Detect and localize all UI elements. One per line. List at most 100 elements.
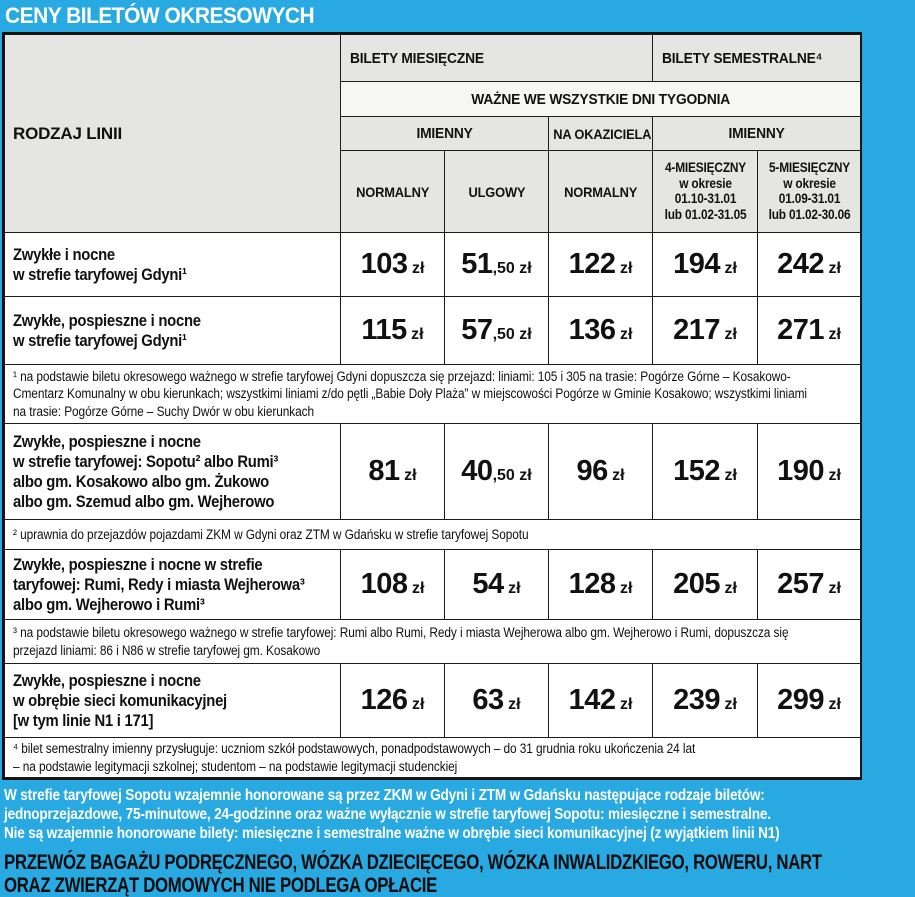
subheader-bearer: NA OKAZICIELA [547,116,654,151]
page-title: CENY BILETÓW OKRESOWYCH [0,0,915,32]
baggage-free-notice: PRZEWÓZ BAGAŻU PODRĘCZNEGO, WÓZKA DZIECI… [0,843,915,897]
price-cell: 136 zł [547,296,654,365]
price-cell: 257 zł [757,549,862,620]
price-value: 96 [576,455,608,487]
table-row: ¹ na podstawie biletu okresowego ważnego… [3,364,862,424]
row-label-network-wide: Zwykłe, pospieszne i nocne w obrębie sie… [4,663,341,738]
footnote-1: ¹ na podstawie biletu okresowego ważnego… [3,364,862,424]
table-row: Zwykłe, pospieszne i nocne w strefie tar… [4,296,862,365]
price-unit: ,50 zł [492,326,532,343]
price-unit: zł [824,580,841,597]
price-value: 54 [472,568,504,600]
price-cell: 152 zł [652,423,759,520]
reduced-label: ULGOWY [468,183,525,200]
footnote-3: ³ na podstawie biletu okresowego ważnego… [3,619,862,664]
row-label-rumia-reda-wejherowo: Zwykłe, pospieszne i nocne w strefie tar… [4,549,341,620]
price-unit: zł [720,580,737,597]
five-month-label: 5-MIESIĘCZNY w okresie 01.09-31.01 lub 0… [768,160,850,222]
price-value: 126 [360,684,408,716]
price-value: 122 [568,248,616,280]
fares-table: RODZAJ LINII BILETY MIESIĘCZNE BILETY SE… [2,32,862,780]
normal-label: NORMALNY [356,183,429,200]
price-unit: zł [407,260,425,277]
row-label-text: Zwykłe, pospieszne i nocne w strefie tar… [13,311,201,350]
price-cell: 122 zł [547,232,654,297]
price-unit: zł [824,467,841,484]
column-header-bearer-normal: NORMALNY [547,150,654,233]
price-cell: 126 zł [340,663,445,738]
column-header-4month: 4-MIESIĘCZNY w okresie 01.10-31.01 lub 0… [652,150,759,233]
price-cell: 242 zł [757,232,862,297]
sopot-honoring-notice: W strefie taryfowej Sopotu wzajemnie hon… [0,780,915,843]
price-unit: zł [399,467,417,484]
price-unit: zł [720,467,737,484]
price-unit: zł [503,696,521,713]
column-header-reduced: ULGOWY [444,150,549,233]
price-value: 63 [472,684,504,716]
price-unit: zł [824,260,841,277]
price-value: 257 [777,568,825,600]
column-header-5month: 5-MIESIĘCZNY w okresie 01.09-31.01 lub 0… [757,150,862,233]
price-value: 152 [673,455,721,487]
price-value: 271 [777,314,825,346]
price-value: 103 [360,248,408,280]
price-cell: 217 zł [652,296,759,365]
price-value: 115 [361,314,407,346]
price-unit: zł [503,580,521,597]
footnote-2: ² uprawnia do przejazdów pojazdami ZKM w… [3,519,862,550]
named-semester-label: IMIENNY [728,125,785,142]
price-cell: 271 zł [757,296,862,365]
price-value: 51 [461,248,493,280]
price-cell: 239 zł [652,663,759,738]
group-header-monthly: BILETY MIESIĘCZNE [339,34,654,82]
price-cell: 57,50 zł [444,296,549,365]
four-month-label: 4-MIESIĘCZNY w okresie 01.10-31.01 lub 0… [664,160,746,222]
sopot-honoring-notice-text: W strefie taryfowej Sopotu wzajemnie hon… [4,787,780,842]
price-value: 194 [673,248,721,280]
row-label-sopot-rumia-zones: Zwykłe, pospieszne i nocne w strefie tar… [4,423,341,520]
footnote-text: ² uprawnia do przejazdów pojazdami ZKM w… [13,526,529,542]
page-title-text: CENY BILETÓW OKRESOWYCH [5,3,315,28]
price-unit: zł [407,696,425,713]
baggage-free-notice-text: PRZEWÓZ BAGAŻU PODRĘCZNEGO, WÓZKA DZIECI… [4,851,822,897]
price-unit: ,50 zł [492,260,532,277]
price-cell: 51,50 zł [444,232,549,297]
price-unit: zł [615,580,633,597]
price-cell: 299 zł [757,663,862,738]
row-label-text: Zwykłe, pospieszne i nocne w strefie tar… [13,432,279,511]
price-unit: zł [407,580,425,597]
price-unit: ,50 zł [492,467,532,484]
price-value: 190 [777,455,825,487]
monthly-label: BILETY MIESIĘCZNE [350,49,484,67]
group-header-semester: BILETY SEMESTRALNE⁴ [652,34,862,82]
column-header-normal: NORMALNY [340,150,445,233]
price-value: 217 [673,314,721,346]
row-label-gdynia-express: Zwykłe, pospieszne i nocne w strefie tar… [4,296,341,365]
valid-all-days-label: WAŻNE WE WSZYSTKIE DNI TYGODNIA [471,90,730,108]
price-cell: 63 zł [444,663,549,738]
bearer-normal-label: NORMALNY [564,183,637,200]
subheader-named-semester: IMIENNY [652,116,862,151]
table-row: ³ na podstawie biletu okresowego ważnego… [3,619,862,664]
footnote-text: ³ na podstawie biletu okresowego ważnego… [13,625,789,658]
price-cell: 108 zł [340,549,445,620]
table-row: Zwykłe, pospieszne i nocne w obrębie sie… [4,663,862,738]
table-row: Zwykłe, pospieszne i nocne w strefie tar… [4,423,862,520]
semester-label: BILETY SEMESTRALNE⁴ [662,49,823,67]
price-value: 239 [673,684,721,716]
price-unit: zł [720,696,737,713]
price-unit: zł [824,326,841,343]
price-unit: zł [615,326,633,343]
price-unit: zł [720,326,737,343]
price-unit: zł [615,696,633,713]
table-row: ² uprawnia do przejazdów pojazdami ZKM w… [3,519,862,550]
price-value: 205 [673,568,721,600]
price-cell: 194 zł [652,232,759,297]
line-type-label: RODZAJ LINII [13,123,123,143]
price-unit: zł [607,467,625,484]
price-cell: 40,50 zł [444,423,549,520]
valid-all-days-header: WAŻNE WE WSZYSTKIE DNI TYGODNIA [339,81,862,117]
price-unit: zł [720,260,737,277]
row-label-text: Zwykłe, pospieszne i nocne w obrębie sie… [13,671,227,730]
price-cell: 128 zł [547,549,654,620]
